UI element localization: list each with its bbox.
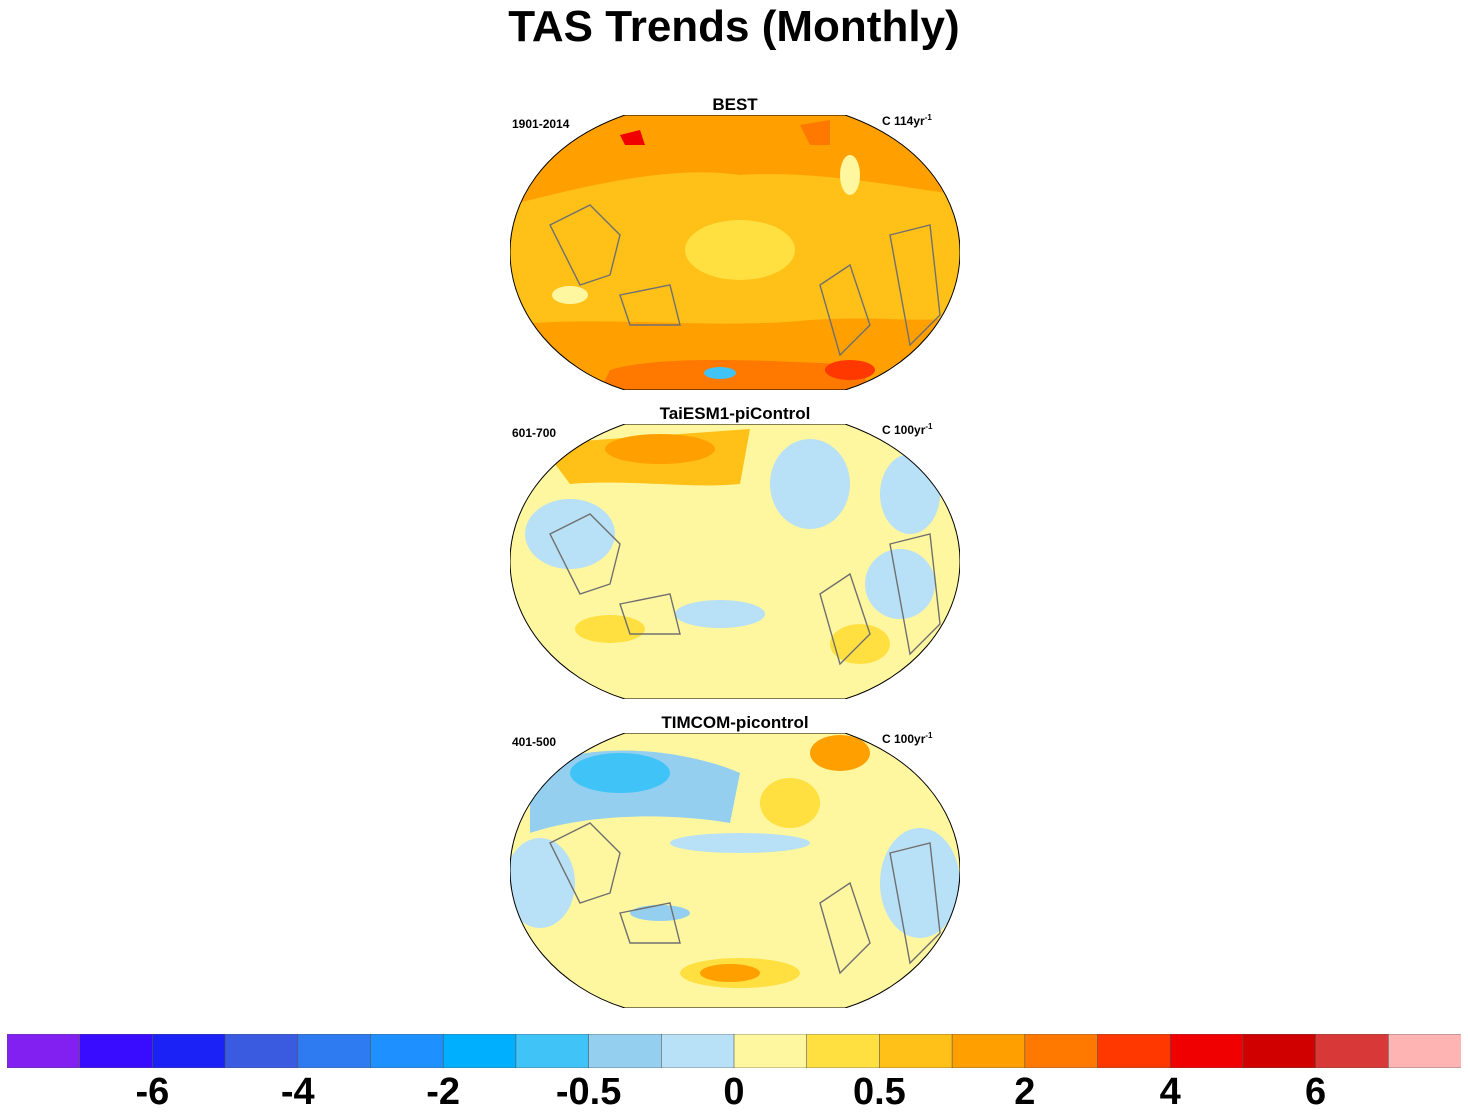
figure-title: TAS Trends (Monthly) bbox=[508, 2, 960, 51]
colorbar-tick-label: -4 bbox=[280, 1071, 315, 1113]
colorbar-swatch bbox=[1242, 1034, 1317, 1068]
colorbar-swatch bbox=[1097, 1034, 1171, 1068]
panel-title: BEST bbox=[712, 95, 758, 114]
colorbar-swatch bbox=[588, 1034, 663, 1068]
colorbar-swatch bbox=[733, 1034, 808, 1068]
colorbar-swatch bbox=[1388, 1034, 1461, 1068]
panel-taiesm1: TaiESM1-piControl 601-700 C 100yr-1 bbox=[500, 404, 970, 704]
panel-period: 401-500 bbox=[512, 735, 557, 749]
panel-period: 601-700 bbox=[512, 426, 557, 440]
colorbar-tick-label: 0 bbox=[723, 1071, 745, 1113]
colorbar-swatch bbox=[224, 1034, 299, 1068]
panel-period: 1901-2014 bbox=[512, 117, 570, 131]
map-best bbox=[510, 115, 960, 390]
colorbar-tick-label: -2 bbox=[426, 1071, 461, 1113]
colorbar-swatch bbox=[515, 1034, 590, 1068]
colorbar-swatch bbox=[297, 1034, 372, 1068]
colorbar bbox=[7, 1034, 1461, 1068]
panel-timcom: TIMCOM-picontrol 401-500 C 100yr-1 bbox=[500, 713, 970, 1013]
panel-units: C 114yr-1 bbox=[882, 113, 932, 128]
panel-title: TaiESM1-piControl bbox=[659, 404, 811, 423]
colorbar-tick-label: -6 bbox=[135, 1071, 170, 1113]
colorbar-tick-label: 2 bbox=[1014, 1071, 1036, 1113]
map-timcom bbox=[510, 733, 960, 1008]
map-taiesm1 bbox=[510, 424, 960, 699]
panel-title: TIMCOM-picontrol bbox=[661, 713, 809, 732]
colorbar-swatch bbox=[1169, 1034, 1244, 1068]
colorbar-tick-label: -0.5 bbox=[555, 1071, 622, 1113]
colorbar-swatch bbox=[806, 1034, 881, 1068]
colorbar-swatch bbox=[370, 1034, 444, 1068]
colorbar-swatch bbox=[951, 1034, 1026, 1068]
panel-units: C 100yr-1 bbox=[882, 731, 933, 746]
colorbar-swatch bbox=[879, 1034, 953, 1068]
panel-units: C 100yr-1 bbox=[882, 422, 933, 437]
colorbar-swatch bbox=[7, 1034, 81, 1068]
panel-best: BEST 1901-2014 C 114yr-1 bbox=[500, 95, 970, 395]
colorbar-swatch bbox=[1024, 1034, 1099, 1068]
colorbar-tick-label: 4 bbox=[1159, 1071, 1181, 1113]
colorbar-tick-label: 0.5 bbox=[852, 1071, 906, 1113]
colorbar-swatch bbox=[79, 1034, 154, 1068]
colorbar-swatch bbox=[1315, 1034, 1390, 1068]
colorbar-swatch bbox=[152, 1034, 226, 1068]
colorbar-tick-label: 6 bbox=[1305, 1071, 1327, 1113]
colorbar-swatch bbox=[660, 1034, 735, 1068]
colorbar-swatch bbox=[442, 1034, 517, 1068]
